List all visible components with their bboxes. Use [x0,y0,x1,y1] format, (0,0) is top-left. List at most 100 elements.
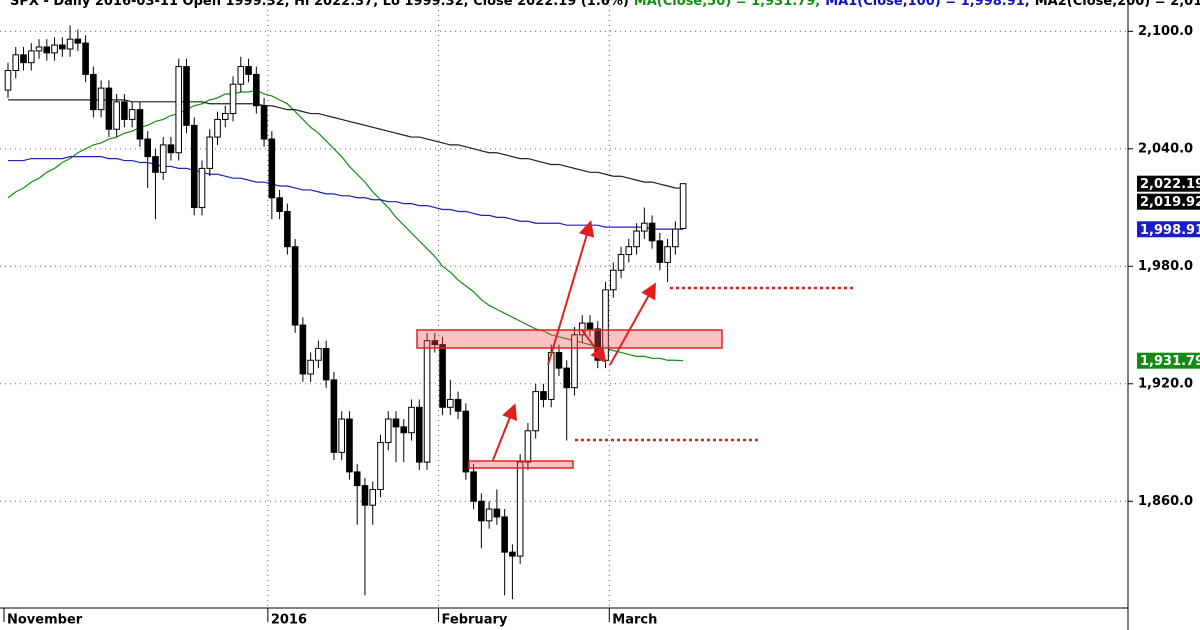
candle-body [315,348,322,361]
candle-body [648,222,656,242]
candle-body [679,183,687,229]
candle-body [82,42,89,75]
candle-body [578,322,586,336]
candle-body [555,351,563,369]
candle-body [152,156,159,173]
candle-body [175,66,183,154]
x-tick-label: 2016 [271,613,307,628]
candle-body [664,246,671,263]
arrow [492,403,518,461]
candle-body [43,46,51,54]
candle-body [353,471,361,487]
candle-body [454,398,462,412]
candle-body [299,324,307,375]
candle-body [641,222,648,232]
candle-body [35,46,43,52]
ma-line [7,89,684,362]
arrow [581,329,607,364]
candle-body [136,109,144,140]
candle-body [447,398,454,408]
candle-body [369,489,377,506]
y-tick-label: 1,980.0 [1138,259,1193,274]
candle-body [221,113,229,120]
arrow [547,220,595,366]
candle-body [59,44,66,50]
candle-body [167,144,175,154]
candle-body [485,508,493,522]
candle-body [384,418,392,444]
value-badge [1137,175,1200,192]
candle-body [462,410,470,473]
candle-body [361,485,369,506]
annotations [416,220,855,469]
candle-body [609,269,617,291]
candle-body [509,551,516,557]
title-part: SPX - Daily 2016-03-11 Open 1999.32, Hi … [10,0,629,9]
value-badge [1137,352,1200,369]
support-box [468,460,574,469]
candle-body [478,500,485,522]
candle-body [571,334,578,389]
candle-body [66,38,74,50]
candle-body [400,426,408,434]
candle-body [260,105,268,140]
candle-body [97,87,105,111]
y-tick-label: 2,100.0 [1138,24,1193,39]
value-badge-label: 2,022.19 [1140,177,1200,192]
candle-body [253,73,260,107]
value-badge [1137,193,1200,210]
candle-body [128,109,136,120]
candle-body [159,144,167,173]
y-tick-label: 1,920.0 [1138,376,1193,391]
value-badge-label: 1,931.79 [1140,354,1200,369]
candle-body [392,418,400,428]
value-badge-label: 2,019.92 [1140,195,1200,210]
candle-body [586,322,594,330]
candle-body [540,391,547,400]
y-tick-label: 1,860.0 [1138,494,1193,509]
candle-body [656,240,664,263]
candle-body [524,430,532,463]
value-badge-label: 1,998.91 [1140,223,1200,238]
candle-body [183,66,190,126]
ma-line [8,156,684,230]
x-tick-label: March [612,613,657,628]
candle-body [291,246,299,326]
title-part: MA1(Close,100) = 1,998.91, [825,0,1030,9]
resistance-box [416,329,723,349]
candle-body [330,379,338,453]
candle-body [113,101,120,130]
candle-body [105,87,113,130]
candle-body [563,367,571,389]
chart-title: SPX - Daily 2016-03-11 Open 1999.32, Hi … [10,0,1200,9]
x-tick-label: November [7,613,83,628]
candle-body [4,69,12,91]
candle-body [322,348,330,381]
candle-body [74,38,82,44]
candle-body [439,344,446,408]
candle-body [268,138,276,199]
title-part: MA2(Close,200) = 2,019.9 [1035,0,1200,9]
candle-body [338,418,345,453]
candle-body [415,406,423,463]
candle-body [377,442,384,491]
candle-body [12,54,20,71]
ma-line [8,99,684,189]
candle-body [408,406,415,434]
candle-body [532,391,539,432]
candle-body [206,136,214,169]
candle-body [51,44,58,54]
y-tick-label: 2,040.0 [1138,141,1193,156]
candle-body [346,418,353,473]
candle-body [237,66,245,85]
candle-body [90,73,97,111]
candle-body [633,230,640,248]
candle-body [470,471,477,502]
candle-body [245,66,252,75]
candle-body [493,508,501,518]
x-tick-label: February [442,613,508,628]
candle-body [602,289,609,361]
arrow [609,282,656,366]
